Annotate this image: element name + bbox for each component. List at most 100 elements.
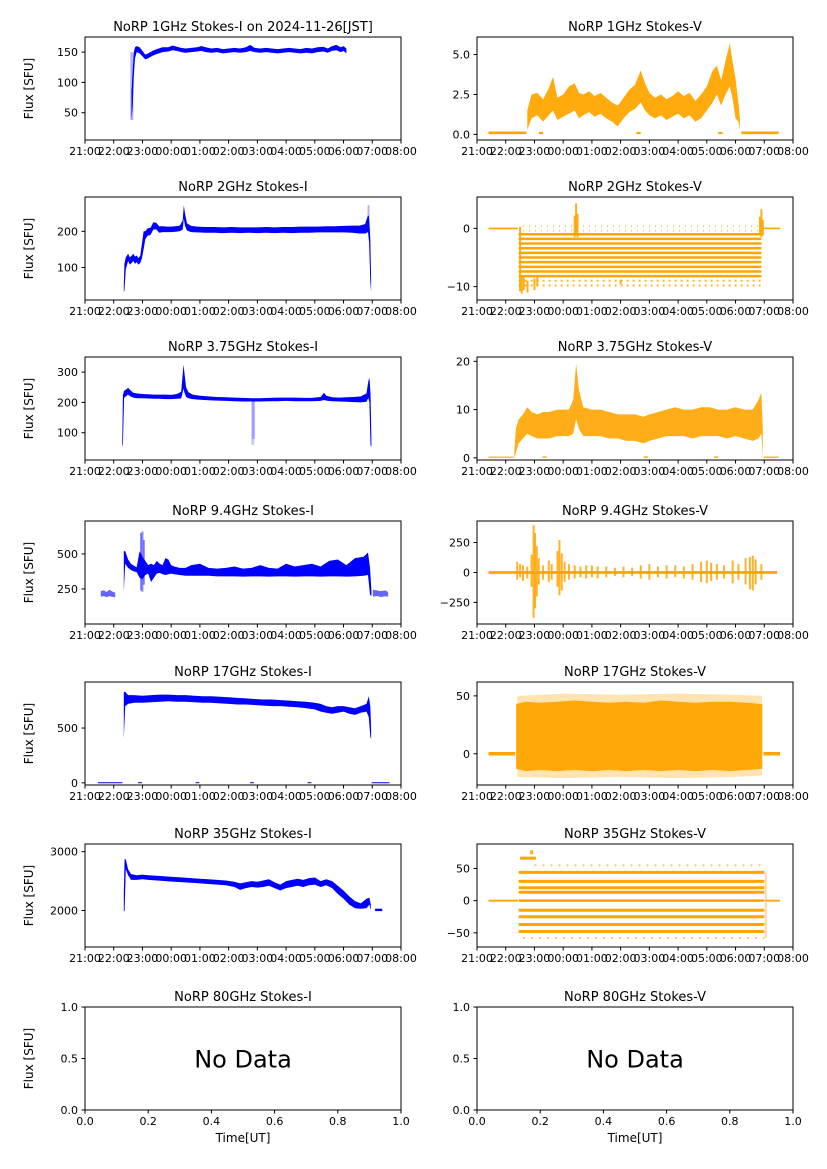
y-tick-label: 0.5 [61, 1053, 79, 1066]
y-tick-label: 0 [463, 452, 470, 465]
x-tick-label: 07:00 [748, 145, 780, 158]
x-tick-label: 06:00 [328, 790, 360, 803]
x-tick-label: 21:00 [461, 145, 493, 158]
x-tick-label: 08:00 [777, 790, 809, 803]
x-tick-label: 22:00 [490, 145, 522, 158]
x-tick-label: 00:00 [547, 305, 579, 318]
y-tick-label: 0 [463, 222, 470, 235]
x-tick-label: 04:00 [270, 305, 302, 318]
y-tick-label: 250 [449, 537, 470, 550]
y-tick-label: 500 [57, 722, 78, 735]
plot-area [85, 357, 401, 460]
x-tick-label: 21:00 [69, 145, 101, 158]
x-tick-label: 03:00 [242, 629, 274, 642]
y-axis-label: Flux [SFU] [22, 378, 36, 439]
x-tick-label: 21:00 [461, 305, 493, 318]
x-tick-label: 01:00 [184, 629, 216, 642]
y-tick-label: −50 [447, 927, 470, 940]
series-band [714, 456, 719, 458]
x-tick-label: 02:00 [605, 790, 637, 803]
series-band [488, 227, 518, 230]
series-band [514, 363, 763, 458]
plot-border [84, 196, 402, 301]
y-tick-label: 0.0 [453, 128, 471, 141]
x-tick-label: 07:00 [356, 952, 388, 965]
plot-title: NoRP 9.4GHz Stokes-V [562, 504, 708, 519]
x-tick-label: 06:00 [720, 305, 752, 318]
x-axis-label: Time[UT] [607, 1131, 663, 1145]
series-band [741, 131, 779, 135]
x-tick-label: 07:00 [356, 305, 388, 318]
series-band [538, 132, 544, 135]
x-tick-label: 23:00 [519, 305, 551, 318]
x-tick-label: 02:00 [213, 305, 245, 318]
series-band [488, 456, 514, 458]
y-tick-label: 200 [57, 396, 78, 409]
x-tick-label: 06:00 [328, 952, 360, 965]
y-tick-label: 100 [57, 427, 78, 440]
y-axis-label: Flux [SFU] [22, 703, 36, 764]
y-tick-label: −10 [447, 281, 470, 294]
plot-title: NoRP 1GHz Stokes-I on 2024-11-26[JST] [113, 20, 373, 35]
x-tick-label: 02:00 [213, 145, 245, 158]
y-tick-label: 1.0 [61, 1001, 79, 1014]
x-tick-label: 08:00 [777, 952, 809, 965]
series-band [371, 782, 390, 784]
x-tick-label: 04:00 [270, 145, 302, 158]
x-tick-label: 06:00 [720, 145, 752, 158]
x-tick-label: 01:00 [184, 790, 216, 803]
series-band [97, 782, 123, 784]
x-tick-label: 23:00 [127, 145, 159, 158]
x-tick-label: 06:00 [328, 629, 360, 642]
y-tick-label: 200 [57, 225, 78, 238]
plot-title: NoRP 17GHz Stokes-I [174, 665, 312, 680]
series-band [375, 908, 383, 912]
x-tick-label: 0.2 [531, 1115, 549, 1128]
x-tick-label: 0.8 [329, 1115, 347, 1128]
y-axis-label: Flux [SFU] [22, 542, 36, 603]
x-tick-label: 01:00 [184, 952, 216, 965]
plot-border [476, 356, 794, 461]
x-tick-label: 03:00 [634, 952, 666, 965]
series-band [100, 589, 116, 598]
x-tick-label: 23:00 [127, 305, 159, 318]
x-tick-label: 06:00 [720, 465, 752, 478]
x-tick-label: 03:00 [634, 465, 666, 478]
x-tick-label: 22:00 [490, 465, 522, 478]
y-tick-label: 20 [456, 355, 470, 368]
y-tick-label: −250 [440, 596, 470, 609]
plot-title: NoRP 80GHz Stokes-V [564, 990, 706, 1005]
x-tick-label: 07:00 [748, 305, 780, 318]
x-tick-label: 04:00 [662, 305, 694, 318]
x-tick-label: 08:00 [385, 145, 417, 158]
y-tick-label: 0.5 [453, 1053, 471, 1066]
series-band [307, 782, 312, 784]
x-tick-label: 05:00 [691, 952, 723, 965]
x-tick-label: 21:00 [69, 790, 101, 803]
x-tick-label: 03:00 [634, 305, 666, 318]
x-tick-label: 05:00 [691, 145, 723, 158]
x-tick-label: 02:00 [605, 952, 637, 965]
norp-80ghz-stokes-i: No Data 0.0 0.2 0.4 0.6 0.8 1.0 0.0 0.5 1.0 NoRP 8… [22, 990, 410, 1145]
x-tick-label: 04:00 [662, 629, 694, 642]
y-tick-label: 50 [456, 690, 470, 703]
x-tick-label: 00:00 [547, 952, 579, 965]
x-tick-label: 21:00 [69, 305, 101, 318]
x-tick-label: 07:00 [356, 145, 388, 158]
x-tick-label: 01:00 [576, 305, 608, 318]
x-tick-label: 05:00 [299, 952, 331, 965]
plot-series: No Data [194, 1046, 292, 1074]
plot-title: NoRP 80GHz Stokes-I [174, 990, 312, 1005]
x-tick-label: 03:00 [242, 145, 274, 158]
x-axis-label: Time[UT] [215, 1131, 271, 1145]
series-band [763, 456, 779, 458]
plot-series [122, 364, 372, 448]
x-tick-label: 21:00 [69, 629, 101, 642]
plot-border [84, 843, 402, 948]
plot-border [84, 520, 402, 625]
plot-series [488, 203, 781, 294]
x-tick-label: 02:00 [605, 145, 637, 158]
x-tick-label: 03:00 [242, 952, 274, 965]
x-tick-label: 21:00 [69, 952, 101, 965]
